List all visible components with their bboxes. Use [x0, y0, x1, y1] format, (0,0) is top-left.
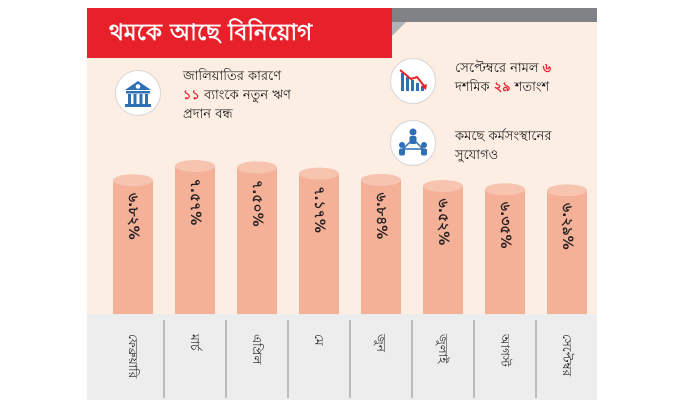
- page-title: থমকে আছে বিনিয়োগ: [109, 19, 313, 46]
- bar-body: [361, 179, 401, 314]
- callout-september-text1: সেপ্টেম্বরে নামল: [455, 61, 543, 76]
- callout-september-line1: সেপ্টেম্বরে নামল ৬: [455, 59, 551, 78]
- callout-fraud-line3: প্রদান বন্ধ: [183, 107, 233, 122]
- bar-cap: [423, 180, 463, 192]
- callout-fraud: জালিয়াতির কারণে ১১ ব্যাংকে নতুন ঋণ প্রদ…: [183, 67, 291, 124]
- bar: ৬.৮২%: [113, 174, 153, 314]
- callout-fraud-rest: ব্যাংকে নতুন ঋণ: [199, 88, 291, 103]
- bar-cap: [299, 167, 339, 180]
- callout-september-text3: শতাংশ: [510, 80, 550, 95]
- bar-cap: [547, 184, 587, 197]
- callout-jobs-line2: সুযোগও: [455, 148, 499, 163]
- x-tick-label: জুলাই: [435, 333, 450, 364]
- bar: ৭.১৭%: [299, 167, 339, 314]
- bar-value-label: ৬.৮৪%: [373, 193, 389, 240]
- bar-body: [485, 189, 525, 314]
- callout-fraud-line2: ১১ ব্যাংকে নতুন ঋণ: [183, 86, 291, 105]
- bar-body: [113, 180, 153, 314]
- callout-jobs-line1: কমছে কর্মসংস্থানের: [455, 129, 552, 144]
- x-tick-label: মে: [312, 334, 326, 346]
- bar: ৬.২৯%: [547, 184, 587, 314]
- bar-value-label: ৬.২৯%: [559, 203, 575, 250]
- bar-chart: ৬.৮২% ফেব্রুয়ারি ৭.৫৭% মার্চ ৭.৫০% এপ্রিল ৭.১…: [113, 160, 587, 398]
- bar-body: [175, 166, 215, 314]
- bar-cap: [113, 174, 153, 187]
- x-tick-label: আগস্ট: [498, 333, 512, 368]
- callout-fraud-number: ১১: [183, 88, 200, 103]
- bar-value-label: ৬.৫২%: [435, 199, 451, 246]
- x-axis-band: [87, 314, 597, 400]
- x-tick-label: এপ্রিল: [250, 334, 264, 366]
- callout-fraud-line1: জালিয়াতির কারণে: [183, 69, 282, 84]
- title-strip: [392, 8, 597, 22]
- bar-value-label: ৬.৮২%: [125, 193, 141, 240]
- bar-cap: [237, 161, 277, 174]
- x-tick-label: ফেব্রুয়ারি: [126, 334, 140, 379]
- bar-cap: [175, 160, 215, 172]
- x-tick-label: মার্চ: [188, 333, 202, 352]
- callout-september: সেপ্টেম্বরে নামল ৬ দশমিক ২৯ শতাংশ: [455, 59, 551, 97]
- bank-icon: [115, 70, 161, 116]
- bar: ৭.৫৭%: [175, 160, 215, 314]
- x-tick-label: সেপ্টেম্বর: [560, 334, 574, 377]
- callout-september-line2: দশমিক ২৯ শতাংশ: [455, 78, 551, 97]
- title-notch: [392, 22, 406, 36]
- callout-september-num1: ৬: [542, 61, 552, 76]
- bar-value-label: ৭.১৭%: [311, 186, 327, 233]
- bar-body: [547, 190, 587, 314]
- callout-jobs: কমছে কর্মসংস্থানের সুযোগও: [455, 127, 552, 165]
- callout-september-num2: ২৯: [493, 80, 511, 95]
- bar: ৬.৮৪%: [361, 173, 401, 314]
- bar-body: [299, 173, 339, 314]
- bar-body: [237, 167, 277, 314]
- bar-value-label: ৭.৫৭%: [187, 179, 203, 226]
- people-network-icon: [390, 120, 436, 166]
- bar: ৬.৩৫%: [485, 183, 525, 314]
- bar: ৬.৫২%: [423, 180, 463, 314]
- bar-body: [423, 186, 463, 314]
- title-banner: থমকে আছে বিনিয়োগ: [87, 8, 392, 58]
- x-tick-label: জুন: [373, 333, 388, 353]
- bar-cap: [361, 173, 401, 186]
- bar: ৭.৫০%: [237, 161, 277, 314]
- bar-value-label: ৭.৫০%: [249, 180, 265, 227]
- bar-cap: [485, 183, 525, 196]
- bar-value-label: ৬.৩৫%: [497, 202, 513, 249]
- declining-chart-icon: [390, 58, 436, 104]
- callout-september-text2: দশমিক: [455, 80, 494, 95]
- infographic-card: থমকে আছে বিনিয়োগ জালিয়াতির কারণে ১১ ব্…: [87, 8, 597, 400]
